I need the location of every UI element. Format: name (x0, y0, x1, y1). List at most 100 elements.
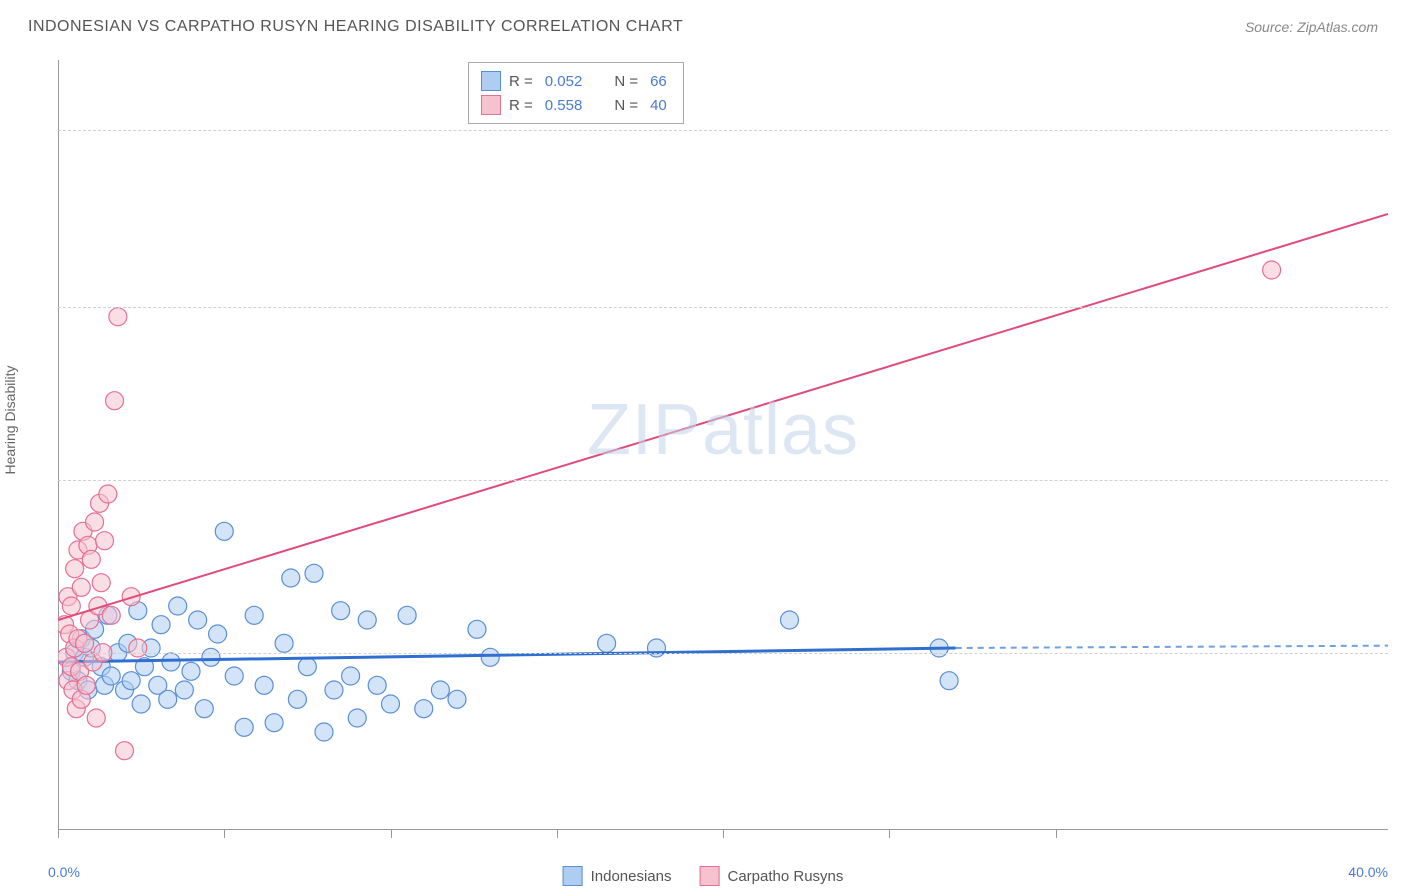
data-point (1263, 261, 1281, 279)
data-point (940, 672, 958, 690)
data-point (66, 560, 84, 578)
data-point (195, 700, 213, 718)
data-point (431, 681, 449, 699)
legend-swatch (700, 866, 720, 886)
data-point (382, 695, 400, 713)
series-name: Indonesians (591, 868, 672, 885)
data-point (468, 620, 486, 638)
trend-line-extension (956, 646, 1388, 648)
xtick (557, 830, 558, 838)
r-value: 0.052 (541, 73, 587, 90)
data-point (102, 667, 120, 685)
data-point (129, 639, 147, 657)
x-min-label: 0.0% (48, 864, 80, 880)
trend-line (58, 214, 1388, 620)
ytick-label: 7.5% (1393, 472, 1406, 488)
data-point (332, 602, 350, 620)
data-point (225, 667, 243, 685)
data-point (358, 611, 376, 629)
data-point (398, 606, 416, 624)
data-point (106, 392, 124, 410)
data-point (86, 513, 104, 531)
data-point (305, 564, 323, 582)
data-point (159, 690, 177, 708)
data-point (175, 681, 193, 699)
data-point (348, 709, 366, 727)
data-point (255, 676, 273, 694)
data-point (448, 690, 466, 708)
xtick (391, 830, 392, 838)
data-point (275, 634, 293, 652)
chart-plot-area: ZIPatlas R =0.052N =66R =0.558N =40 3.8%… (58, 60, 1388, 830)
legend-swatch (563, 866, 583, 886)
data-point (87, 709, 105, 727)
data-point (325, 681, 343, 699)
data-point (82, 550, 100, 568)
data-point (342, 667, 360, 685)
series-legend-item: Indonesians (563, 866, 672, 886)
xtick (58, 830, 59, 838)
data-point (235, 718, 253, 736)
legend-swatch (481, 71, 501, 91)
data-point (102, 606, 120, 624)
series-legend-item: Carpatho Rusyns (700, 866, 844, 886)
gridline (58, 480, 1388, 481)
source-credit: Source: ZipAtlas.com (1245, 19, 1378, 35)
data-point (96, 532, 114, 550)
data-point (415, 700, 433, 718)
data-point (76, 634, 94, 652)
gridline (58, 307, 1388, 308)
trend-line (58, 648, 956, 662)
data-point (189, 611, 207, 629)
scatter-svg (58, 60, 1388, 830)
gridline (58, 130, 1388, 131)
data-point (182, 662, 200, 680)
correlation-legend: R = 0.052 N = 66 R =0.558N =40 (468, 62, 684, 124)
data-point (152, 616, 170, 634)
gridline (58, 653, 1388, 654)
corr-legend-row: R = 0.052 N = 66 (481, 69, 671, 93)
legend-swatch (481, 95, 501, 115)
data-point (368, 676, 386, 694)
data-point (109, 308, 127, 326)
data-point (162, 653, 180, 671)
y-axis-label: Hearing Disability (2, 366, 18, 475)
data-point (92, 574, 110, 592)
data-point (77, 676, 95, 694)
data-point (202, 648, 220, 666)
data-point (116, 742, 134, 760)
corr-legend-row: R =0.558N =40 (481, 93, 671, 117)
xtick (224, 830, 225, 838)
chart-title: INDONESIAN VS CARPATHO RUSYN HEARING DIS… (28, 18, 683, 36)
data-point (209, 625, 227, 643)
r-value: 0.558 (541, 97, 587, 114)
data-point (245, 606, 263, 624)
data-point (298, 658, 316, 676)
ytick-label: 3.8% (1393, 645, 1406, 661)
xtick (723, 830, 724, 838)
x-max-label: 40.0% (1348, 864, 1388, 880)
n-label: N = (614, 73, 638, 90)
data-point (265, 714, 283, 732)
data-point (122, 672, 140, 690)
data-point (598, 634, 616, 652)
series-name: Carpatho Rusyns (728, 868, 844, 885)
data-point (315, 723, 333, 741)
xtick (1056, 830, 1057, 838)
xtick (889, 830, 890, 838)
data-point (648, 639, 666, 657)
data-point (169, 597, 187, 615)
data-point (72, 578, 90, 596)
data-point (99, 485, 117, 503)
n-value: 66 (646, 73, 671, 90)
data-point (288, 690, 306, 708)
series-legend: Indonesians Carpatho Rusyns (563, 866, 844, 886)
data-point (781, 611, 799, 629)
ytick-label: 11.2% (1393, 299, 1406, 315)
n-value: 40 (646, 97, 671, 114)
data-point (481, 648, 499, 666)
data-point (282, 569, 300, 587)
ytick-label: 15.0% (1393, 122, 1406, 138)
r-label: R = (509, 73, 533, 90)
data-point (62, 597, 80, 615)
